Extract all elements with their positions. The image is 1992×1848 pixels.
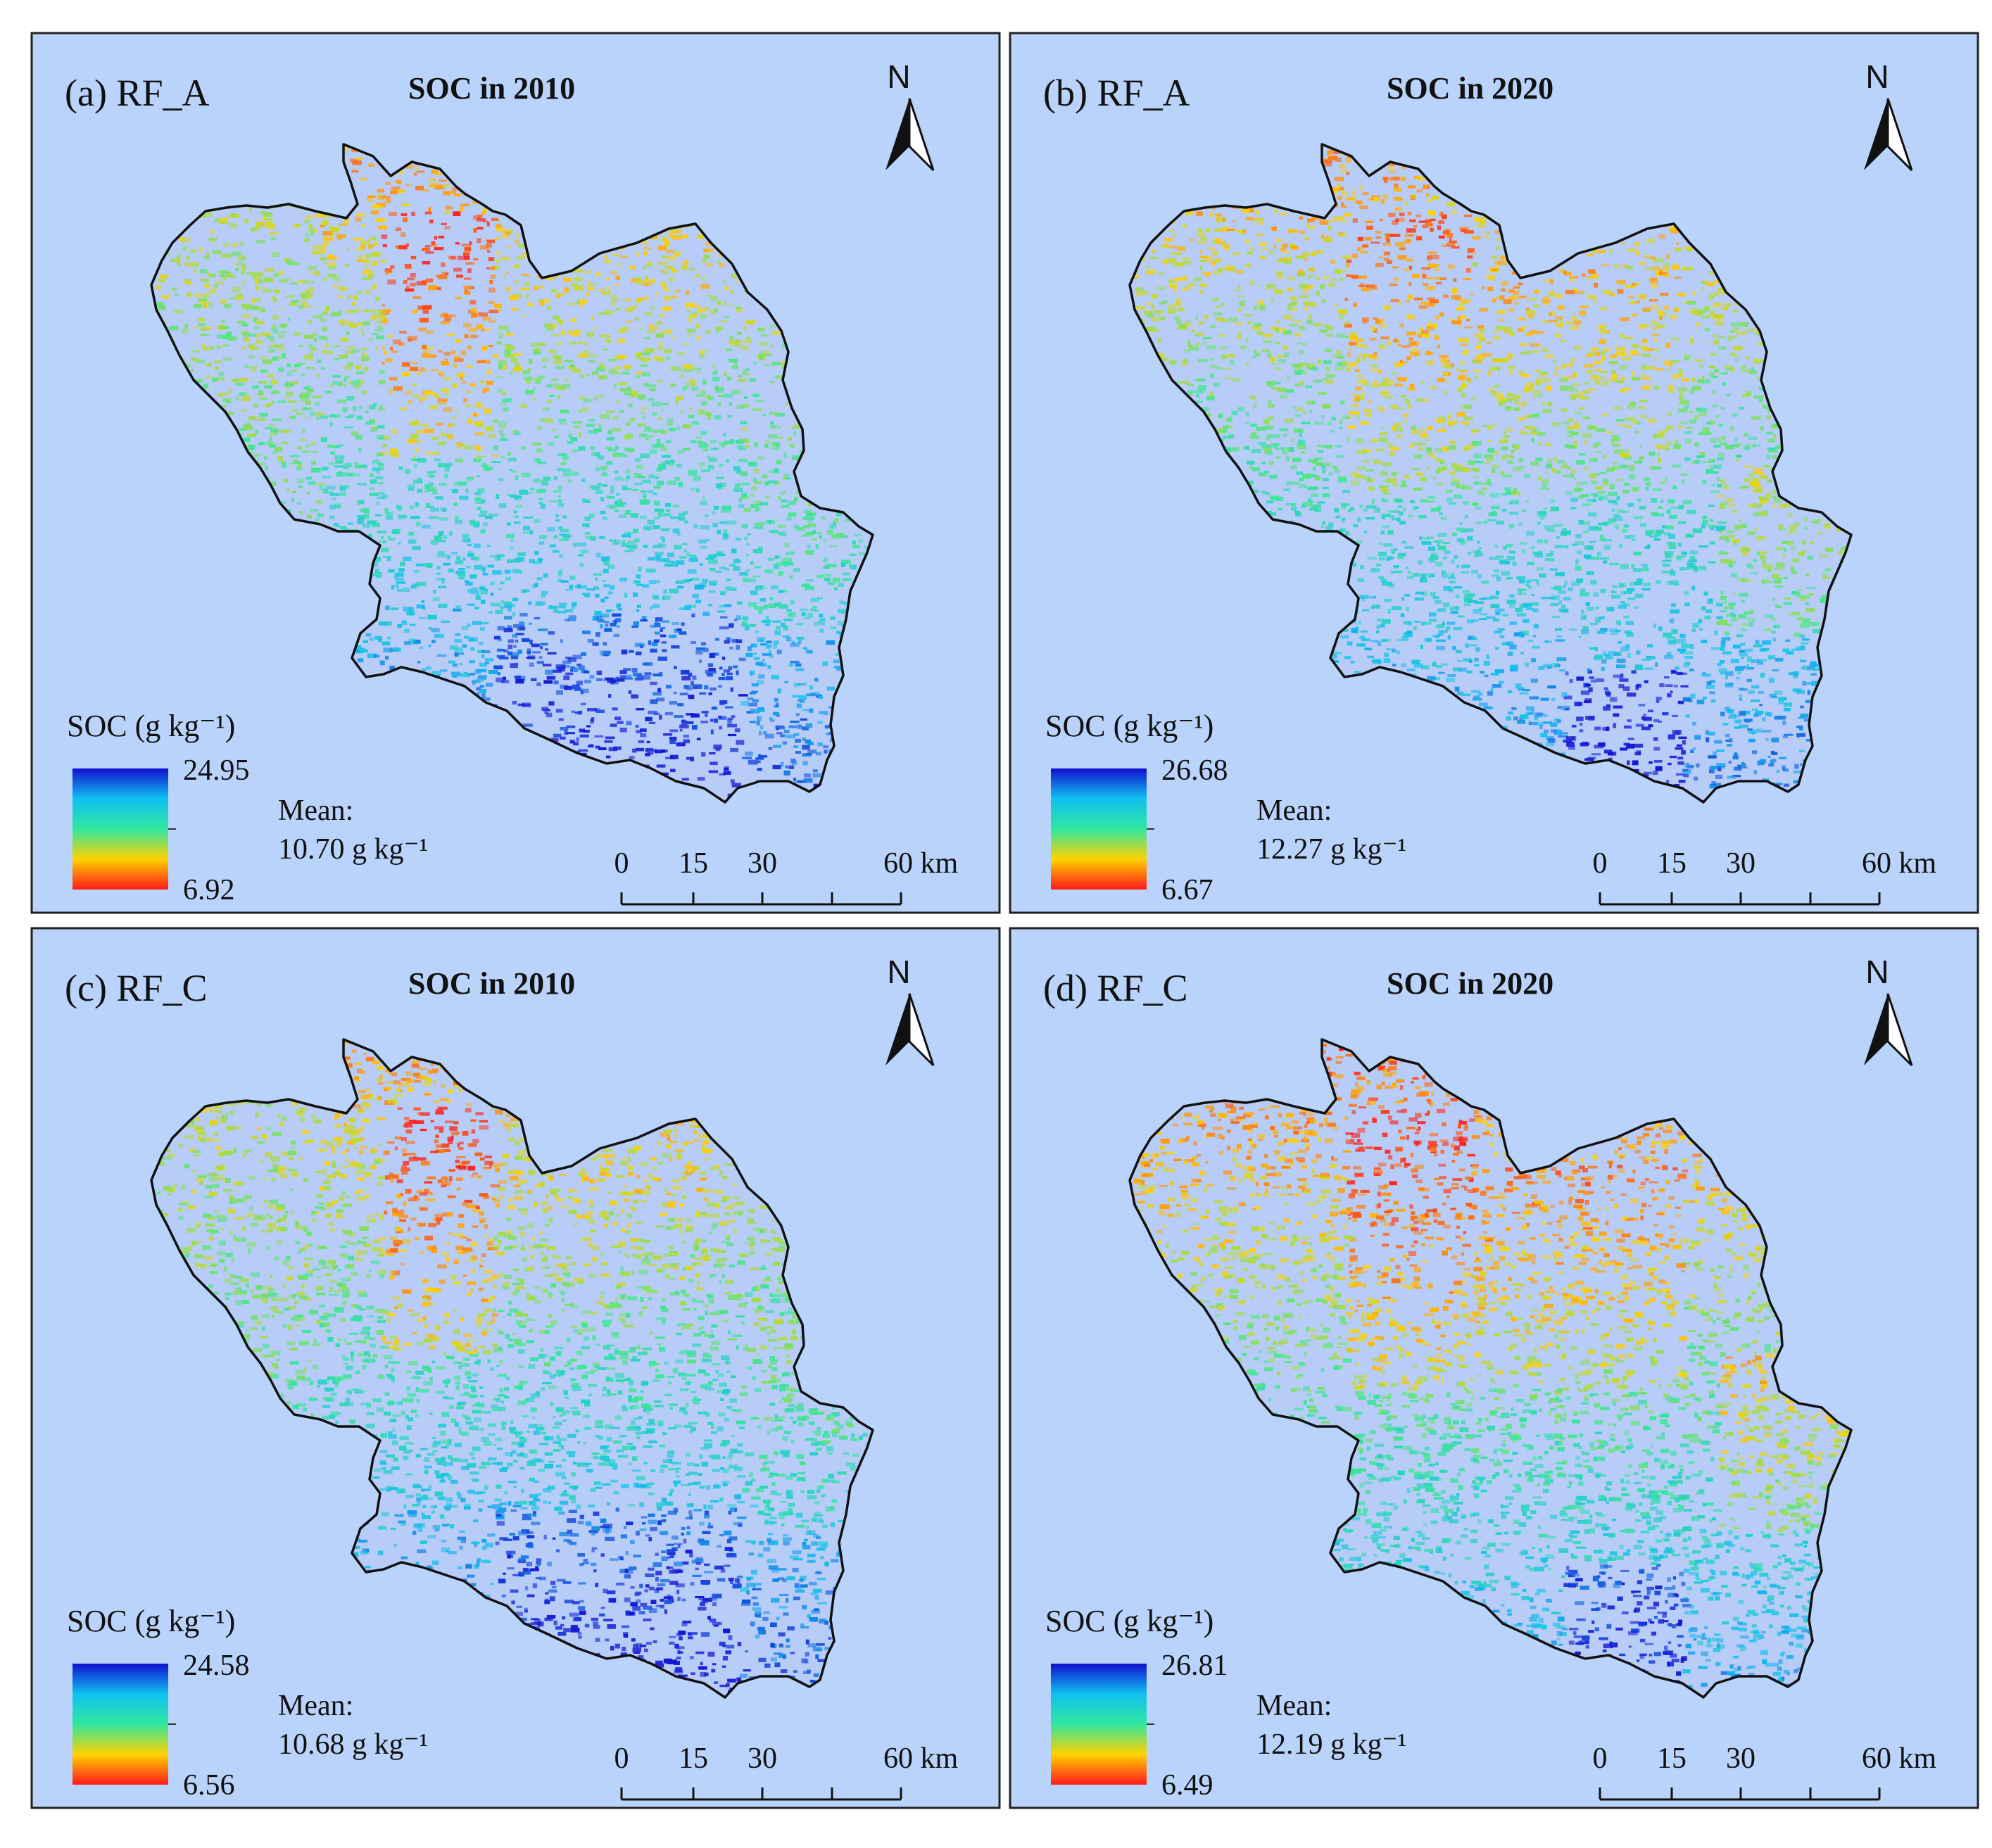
mean-value: 12.19 g kg⁻¹ xyxy=(1256,1728,1406,1761)
north-arrow-icon: N xyxy=(885,58,935,172)
scale-tick-label: 30 xyxy=(748,1742,777,1775)
mean-value: 12.27 g kg⁻¹ xyxy=(1256,833,1406,866)
panel-label: (b) RF_A xyxy=(1043,72,1190,114)
legend-min: 6.56 xyxy=(183,1769,235,1802)
mean-value: 10.70 g kg⁻¹ xyxy=(278,833,428,866)
legend-max: 24.58 xyxy=(183,1650,250,1682)
legend-title: SOC (g kg⁻¹) xyxy=(1045,709,1214,743)
scale-bar: 0 15 30 60 km xyxy=(614,1742,959,1801)
legend-min: 6.92 xyxy=(183,874,235,906)
legend-max: 26.81 xyxy=(1161,1650,1228,1682)
scale-tick-label: 0 xyxy=(1593,1742,1608,1775)
mean-label: Mean: xyxy=(1256,1690,1332,1722)
scale-bar: 0 15 30 60 km xyxy=(1593,847,1937,906)
north-arrow-icon: N xyxy=(1864,58,1913,172)
legend-min: 6.67 xyxy=(1161,874,1214,906)
panel-title: SOC in 2020 xyxy=(1387,966,1553,1001)
legend-min: 6.49 xyxy=(1161,1769,1214,1802)
scale-tick-label: 30 xyxy=(1726,847,1755,880)
mean-label: Mean: xyxy=(278,795,353,827)
legend-title: SOC (g kg⁻¹) xyxy=(1045,1604,1214,1638)
map-panel-c: (c) RF_C SOC in 2010 N SOC (g kg⁻¹) 24.58 6.5… xyxy=(30,927,1001,1809)
scale-bar: 0 15 30 60 km xyxy=(614,847,959,906)
map-panel-b: (b) RF_A SOC in 2020 N SOC (g kg⁻¹) 26.68 6.6… xyxy=(1009,32,1979,914)
scale-tick-label: 30 xyxy=(748,847,777,880)
scale-tick-label: 15 xyxy=(1657,847,1687,880)
panel-label: (c) RF_C xyxy=(65,967,208,1009)
north-arrow-icon: N xyxy=(1864,954,1913,1067)
panel-title: SOC in 2010 xyxy=(408,966,575,1001)
legend-max: 24.95 xyxy=(183,754,250,787)
legend-colorbar xyxy=(1051,1664,1147,1785)
legend-colorbar xyxy=(1051,768,1147,890)
region-fill xyxy=(151,144,873,802)
legend-colorbar xyxy=(73,1664,168,1785)
scale-tick-label: 0 xyxy=(614,847,629,880)
scale-tick-label: 60 km xyxy=(1862,847,1937,880)
map-panel-a: (a) RF_A SOC in 2010 N SOC (g kg⁻¹) 24.95 6.9… xyxy=(30,32,1001,914)
scale-tick-label: 60 km xyxy=(883,847,959,880)
legend: SOC (g kg⁻¹) 24.95 6.92 xyxy=(67,709,250,906)
panel-title: SOC in 2020 xyxy=(1387,71,1553,106)
panel-label: (d) RF_C xyxy=(1043,967,1188,1009)
map-panel-d: (d) RF_C SOC in 2020 N SOC (g kg⁻¹) 26.81 6.4… xyxy=(1009,927,1979,1809)
legend-max: 26.68 xyxy=(1161,754,1228,787)
north-arrow-icon: N xyxy=(885,954,935,1067)
mean-label: Mean: xyxy=(1256,795,1332,827)
panel-title: SOC in 2010 xyxy=(408,71,575,106)
scale-tick-label: 15 xyxy=(1657,1742,1687,1775)
mean-label: Mean: xyxy=(278,1690,353,1722)
region-outline xyxy=(1128,1038,1853,1699)
scale-tick-label: 0 xyxy=(614,1742,629,1775)
legend: SOC (g kg⁻¹) 24.58 6.56 xyxy=(67,1604,250,1802)
mean-value: 10.68 g kg⁻¹ xyxy=(278,1728,428,1761)
legend-title: SOC (g kg⁻¹) xyxy=(67,709,235,743)
legend-title: SOC (g kg⁻¹) xyxy=(67,1604,235,1638)
region-outline xyxy=(150,143,874,804)
legend-colorbar xyxy=(73,768,168,890)
region-outline xyxy=(150,1038,874,1699)
scale-tick-label: 30 xyxy=(1726,1742,1755,1775)
scale-tick-label: 0 xyxy=(1593,847,1608,880)
region-outline xyxy=(1128,143,1853,804)
scale-tick-label: 15 xyxy=(679,1742,708,1775)
scale-bar: 0 15 30 60 km xyxy=(1593,1742,1937,1801)
panel-label: (a) RF_A xyxy=(65,72,209,114)
legend: SOC (g kg⁻¹) 26.68 6.67 xyxy=(1045,709,1228,906)
scale-tick-label: 60 km xyxy=(883,1742,959,1775)
scale-tick-label: 15 xyxy=(679,847,708,880)
scale-tick-label: 60 km xyxy=(1862,1742,1937,1775)
legend: SOC (g kg⁻¹) 26.81 6.49 xyxy=(1045,1604,1228,1802)
